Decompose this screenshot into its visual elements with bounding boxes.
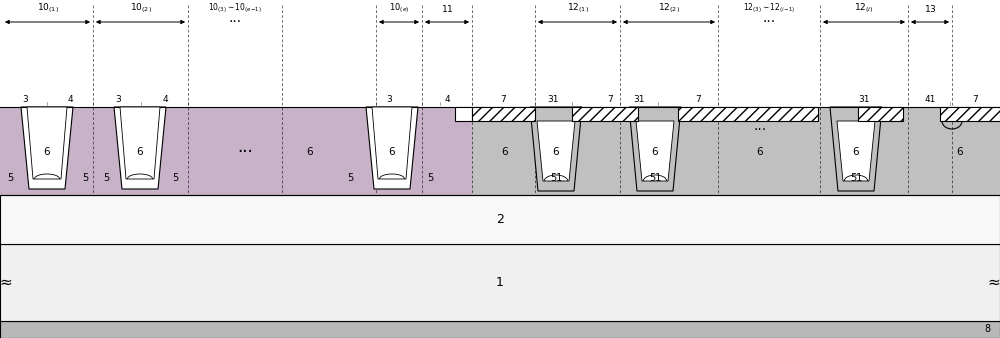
Text: 8: 8 [984,324,990,335]
Text: $10_{(e)}$: $10_{(e)}$ [389,1,409,15]
Polygon shape [372,107,412,179]
Text: 5: 5 [347,173,353,183]
Bar [858,107,903,121]
Text: $12_{(1)}$: $12_{(1)}$ [567,1,588,15]
Text: 51: 51 [550,173,562,183]
Text: $12_{(2)}$: $12_{(2)}$ [658,1,680,15]
Bar [455,107,472,121]
Text: $11$: $11$ [441,2,453,14]
Text: 3: 3 [386,96,392,104]
Polygon shape [530,107,582,191]
Bar [678,107,818,121]
Text: $12_{(3)}{\sim}12_{(i\!-\!1)}$: $12_{(3)}{\sim}12_{(i\!-\!1)}$ [743,1,795,15]
Polygon shape [837,121,875,181]
Text: ≈: ≈ [988,275,1000,290]
Text: 4: 4 [162,96,168,104]
Text: 6: 6 [307,147,313,157]
Text: 5: 5 [172,173,178,183]
Text: 4: 4 [67,96,73,104]
Polygon shape [636,121,674,181]
Text: 41: 41 [924,96,936,104]
Text: 6: 6 [44,147,50,157]
Text: 6: 6 [137,147,143,157]
Text: 6: 6 [553,147,559,157]
Polygon shape [366,107,418,189]
Bar [940,107,1000,121]
Bar [472,107,535,121]
Text: $12_{(i)}$: $12_{(i)}$ [854,1,874,15]
Text: 5: 5 [7,173,13,183]
Text: $10_{(2)}$: $10_{(2)}$ [130,1,151,15]
Text: 7: 7 [500,96,506,104]
Polygon shape [830,107,882,191]
Text: 4: 4 [444,96,450,104]
Polygon shape [537,121,575,181]
Bar [0,107,472,195]
Text: 1: 1 [496,276,504,289]
Bar [572,107,638,121]
Polygon shape [27,107,67,179]
Text: ···: ··· [228,15,242,29]
Text: 6: 6 [957,147,963,157]
Text: 6: 6 [389,147,395,157]
Text: $13$: $13$ [924,2,936,14]
Text: 2: 2 [496,213,504,226]
Polygon shape [629,107,681,191]
Text: $10_{(1)}$: $10_{(1)}$ [37,1,58,15]
Text: 3: 3 [115,96,121,104]
Text: 5: 5 [427,173,433,183]
Text: 6: 6 [757,147,763,157]
Text: 3: 3 [22,96,28,104]
Text: ···: ··· [762,15,776,29]
Text: $10_{(3)}{\sim}10_{(e\!-\!1)}$: $10_{(3)}{\sim}10_{(e\!-\!1)}$ [208,1,262,15]
Text: 31: 31 [633,96,645,104]
Text: 6: 6 [853,147,859,157]
Bar [0,195,1000,244]
Text: ≈: ≈ [0,275,12,290]
Text: 5: 5 [103,173,109,183]
Text: 6: 6 [502,147,508,157]
Text: ···: ··· [753,123,767,137]
Text: 7: 7 [972,96,978,104]
Polygon shape [21,107,73,189]
Bar [0,321,1000,338]
Text: 31: 31 [858,96,870,104]
Text: 7: 7 [607,96,613,104]
Polygon shape [120,107,160,179]
Text: 6: 6 [652,147,658,157]
Text: 7: 7 [695,96,701,104]
Bar [472,107,1000,195]
Text: 5: 5 [82,173,88,183]
Polygon shape [114,107,166,189]
Text: 31: 31 [547,96,559,104]
Text: 51: 51 [850,173,862,183]
Text: 51: 51 [649,173,661,183]
Bar [0,244,1000,321]
Text: ···: ··· [237,143,253,161]
